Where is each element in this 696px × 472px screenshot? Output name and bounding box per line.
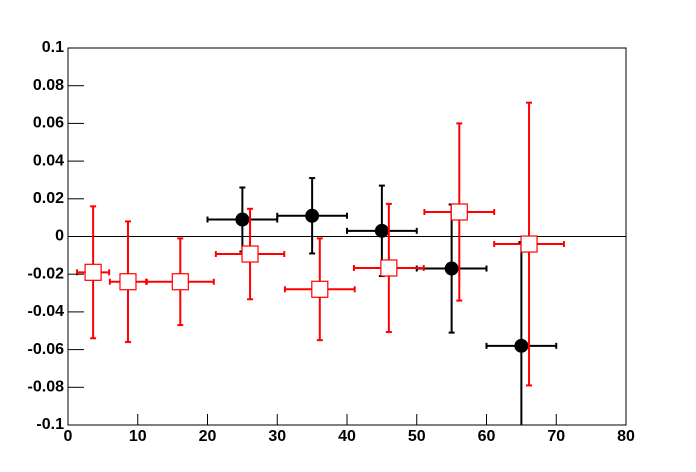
- marker: [374, 223, 389, 238]
- x-tick-label: 50: [408, 428, 426, 445]
- marker: [311, 280, 329, 298]
- x-tick-label: 20: [199, 428, 217, 445]
- x-tick-label: 60: [478, 428, 496, 445]
- y-tick-label: 0.04: [33, 152, 64, 169]
- y-tick-label: 0.02: [33, 190, 64, 207]
- marker: [241, 245, 259, 263]
- marker: [305, 208, 320, 223]
- marker: [444, 261, 459, 276]
- y-tick-label: -0.06: [28, 341, 65, 358]
- marker: [119, 273, 137, 291]
- marker: [450, 203, 468, 221]
- y-tick-label: 0.06: [33, 115, 64, 132]
- marker: [171, 273, 189, 291]
- y-tick-label: 0: [55, 228, 64, 245]
- marker: [235, 212, 250, 227]
- y-tick-label: -0.02: [28, 265, 65, 282]
- marker: [520, 235, 538, 253]
- plot-area: [68, 101, 626, 425]
- y-tick-label: 0.08: [33, 77, 64, 94]
- x-tick-label: 80: [617, 428, 635, 445]
- x-tick-label: 10: [129, 428, 147, 445]
- marker: [514, 338, 529, 353]
- y-tick-label: -0.1: [36, 416, 64, 433]
- marker: [84, 263, 102, 281]
- x-tick-label: 70: [547, 428, 565, 445]
- marker: [380, 259, 398, 277]
- x-tick-label: 40: [338, 428, 356, 445]
- y-tick-label: -0.08: [28, 379, 65, 396]
- y-tick-label: -0.04: [28, 303, 65, 320]
- y-tick-label: 0.1: [42, 39, 64, 56]
- x-tick-label: 0: [64, 428, 73, 445]
- x-tick-label: 30: [268, 428, 286, 445]
